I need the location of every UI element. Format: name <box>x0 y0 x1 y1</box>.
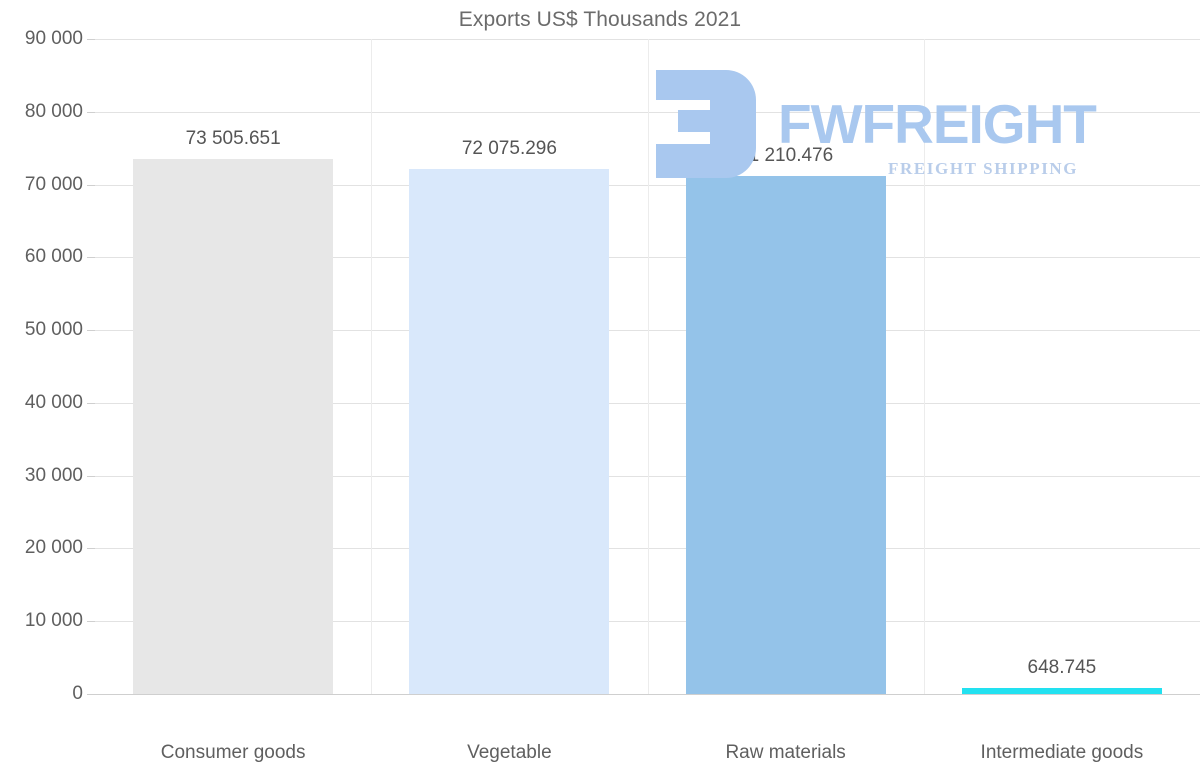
y-tick-label: 30 000 <box>24 464 83 486</box>
y-tick-mark <box>87 475 95 477</box>
gridline <box>95 475 1200 477</box>
y-tick-label: 0 <box>72 683 83 704</box>
x-tick-label: Consumer goods <box>160 742 306 763</box>
gridline <box>95 548 1200 550</box>
gridline <box>95 621 1200 623</box>
bar-value-label: 71 210.476 <box>738 144 834 166</box>
vertical-gridline <box>648 39 649 694</box>
y-tick-mark <box>87 39 95 40</box>
y-tick-mark <box>87 548 95 550</box>
x-tick-label: Vegetable <box>467 742 552 763</box>
y-tick-label: 90 000 <box>24 28 83 49</box>
chart-title: Exports US$ Thousands 2021 <box>458 8 742 31</box>
bar[interactable] <box>685 175 886 694</box>
x-tick-label: Intermediate goods <box>980 742 1144 763</box>
y-tick-label: 80 000 <box>24 100 83 122</box>
y-tick-label: 50 000 <box>24 319 83 341</box>
vertical-gridline <box>371 39 372 694</box>
y-tick-label: 40 000 <box>24 391 83 413</box>
bar[interactable] <box>409 169 610 694</box>
x-axis-line <box>87 694 1200 695</box>
bar-value-label: 73 505.651 <box>185 128 281 150</box>
gridline <box>95 402 1200 404</box>
plot-area: 90 000 80 000 70 000 60 000 50 000 40 000 30 0… <box>25 28 1200 763</box>
y-tick-label: 60 000 <box>24 246 83 268</box>
y-tick-label: 70 000 <box>24 173 83 195</box>
y-tick-mark <box>87 184 95 186</box>
y-tick-label: 20 000 <box>24 537 83 559</box>
vertical-gridline <box>924 39 925 694</box>
gridline <box>95 257 1200 259</box>
y-tick-mark <box>87 330 95 332</box>
y-tick-mark <box>87 257 95 259</box>
gridline <box>95 39 1200 40</box>
bar[interactable] <box>961 688 1162 694</box>
y-tick-label: 10 000 <box>24 610 83 632</box>
y-tick-mark <box>87 402 95 404</box>
y-tick-mark <box>87 694 95 695</box>
bar-value-label: 72 075.296 <box>461 138 557 160</box>
gridline <box>95 330 1200 332</box>
bar-value-label: 648.745 <box>1027 657 1097 678</box>
x-tick-label: Raw materials <box>725 742 846 763</box>
y-tick-mark <box>87 111 95 113</box>
y-tick-mark <box>87 621 95 623</box>
gridline <box>95 111 1200 113</box>
bar[interactable] <box>133 159 334 694</box>
gridline <box>95 184 1200 186</box>
